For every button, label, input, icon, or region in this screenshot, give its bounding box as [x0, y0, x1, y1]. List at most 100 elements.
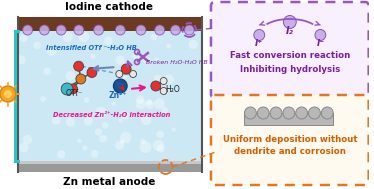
Circle shape [135, 99, 146, 109]
Circle shape [57, 150, 65, 159]
Circle shape [20, 34, 28, 42]
Circle shape [119, 119, 123, 123]
Circle shape [84, 116, 93, 125]
Text: Inhibiting hydrolysis: Inhibiting hydrolysis [240, 64, 340, 74]
Circle shape [95, 128, 102, 136]
Text: Zn metal anode: Zn metal anode [63, 177, 156, 187]
Circle shape [66, 117, 75, 127]
Circle shape [154, 75, 162, 83]
Text: Iodine cathode: Iodine cathode [65, 2, 153, 12]
Circle shape [16, 55, 26, 64]
Circle shape [102, 122, 108, 129]
Circle shape [115, 141, 124, 150]
Circle shape [141, 114, 151, 125]
Text: H₂O: H₂O [165, 84, 180, 94]
Circle shape [99, 135, 107, 143]
Circle shape [95, 107, 107, 118]
Circle shape [151, 34, 157, 40]
Text: OTf⁻: OTf⁻ [65, 90, 83, 98]
Circle shape [283, 107, 295, 119]
Bar [18, 17, 202, 31]
Text: I⁺: I⁺ [255, 39, 263, 47]
Bar [18, 31, 202, 161]
Circle shape [121, 64, 131, 74]
Circle shape [154, 98, 165, 109]
Circle shape [120, 132, 131, 143]
Circle shape [283, 15, 296, 29]
Circle shape [151, 81, 161, 91]
Circle shape [43, 67, 51, 75]
Circle shape [315, 29, 326, 40]
Text: Broken H₂O-H₂O HB: Broken H₂O-H₂O HB [146, 60, 208, 66]
Circle shape [111, 102, 116, 106]
Circle shape [0, 86, 16, 102]
Bar [18, 161, 202, 172]
Circle shape [116, 56, 125, 65]
Circle shape [160, 88, 167, 94]
Circle shape [4, 90, 12, 98]
Circle shape [188, 40, 198, 49]
Circle shape [74, 25, 84, 35]
Circle shape [39, 25, 49, 35]
Text: Decreased Zn²⁺-H₂O interaction: Decreased Zn²⁺-H₂O interaction [53, 112, 170, 118]
Circle shape [83, 146, 88, 150]
Circle shape [61, 83, 73, 95]
Circle shape [77, 138, 82, 143]
Circle shape [19, 143, 29, 153]
Circle shape [130, 70, 137, 77]
Circle shape [78, 31, 89, 42]
Circle shape [156, 131, 164, 138]
FancyBboxPatch shape [211, 95, 369, 185]
Circle shape [132, 52, 140, 59]
Bar [245, 113, 333, 125]
Circle shape [171, 25, 180, 35]
Circle shape [136, 95, 144, 104]
Circle shape [58, 87, 63, 91]
Circle shape [52, 116, 61, 125]
Circle shape [23, 25, 33, 35]
Circle shape [166, 43, 171, 49]
Circle shape [321, 107, 333, 119]
Circle shape [171, 127, 176, 132]
Circle shape [33, 41, 41, 49]
Bar [18, 161, 202, 164]
Circle shape [68, 84, 77, 94]
Circle shape [155, 25, 165, 35]
Circle shape [23, 135, 32, 144]
Circle shape [56, 25, 66, 35]
Circle shape [162, 107, 168, 113]
Circle shape [76, 74, 86, 84]
Circle shape [87, 67, 97, 77]
Circle shape [309, 107, 321, 119]
Circle shape [145, 100, 154, 109]
Circle shape [245, 107, 256, 119]
Circle shape [113, 79, 127, 93]
Circle shape [40, 96, 46, 102]
Circle shape [154, 57, 159, 63]
Circle shape [184, 25, 194, 35]
FancyBboxPatch shape [211, 2, 369, 98]
Circle shape [146, 99, 152, 105]
Circle shape [47, 46, 56, 56]
Text: I⁻: I⁻ [316, 39, 325, 47]
Circle shape [74, 61, 83, 71]
Circle shape [116, 70, 123, 77]
Text: Fast conversion reaction: Fast conversion reaction [230, 51, 350, 60]
Circle shape [257, 107, 269, 119]
Circle shape [104, 36, 113, 45]
Circle shape [84, 97, 89, 103]
Circle shape [65, 71, 75, 81]
Circle shape [296, 107, 307, 119]
Circle shape [94, 25, 104, 35]
Circle shape [120, 111, 129, 120]
Text: Intensified OTf ⁻-H₂O HB: Intensified OTf ⁻-H₂O HB [46, 45, 137, 51]
Circle shape [140, 139, 145, 144]
Circle shape [140, 141, 151, 153]
Circle shape [62, 32, 73, 42]
Circle shape [136, 25, 146, 35]
Circle shape [91, 150, 99, 158]
Circle shape [115, 25, 125, 35]
Circle shape [120, 139, 125, 144]
Circle shape [153, 140, 164, 151]
Text: Uniform deposition without: Uniform deposition without [223, 135, 357, 143]
